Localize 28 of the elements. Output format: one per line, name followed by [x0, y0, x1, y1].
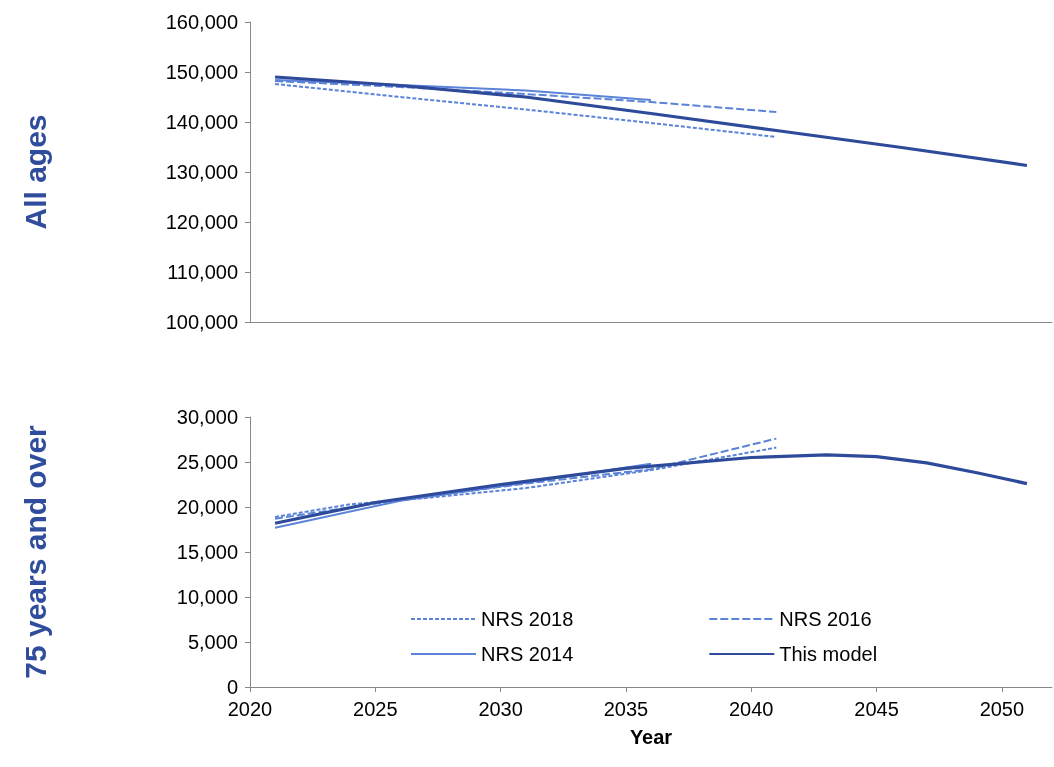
y-tick-label: 120,000 — [165, 211, 238, 233]
x-tick-label: 2020 — [227, 698, 273, 720]
y-tick-label: 0 — [226, 676, 238, 698]
y-tick-label: 100,000 — [165, 311, 238, 333]
y-tick-label: 160,000 — [165, 11, 238, 33]
y-tick-label: 20,000 — [176, 496, 238, 518]
x-tick-label: 2035 — [603, 698, 649, 720]
legend-label: NRS 2016 — [779, 608, 872, 630]
legend-label: NRS 2018 — [481, 608, 574, 630]
x-axis-title: Year — [629, 726, 673, 748]
y-axis-title: All ages — [18, 114, 52, 230]
x-tick-label: 2040 — [729, 698, 774, 720]
y-tick-label: 130,000 — [165, 161, 238, 183]
y-tick-label: 10,000 — [176, 586, 238, 608]
y-tick-label: 15,000 — [176, 541, 238, 563]
x-tick-label: 2050 — [979, 698, 1025, 720]
x-tick-label: 2030 — [478, 698, 523, 720]
legend-label: This model — [779, 643, 878, 665]
y-axis-title: 75 years and over — [18, 424, 52, 679]
x-tick-label: 2045 — [854, 698, 899, 720]
y-tick-label: 30,000 — [176, 406, 238, 428]
legend-label: NRS 2014 — [481, 643, 574, 665]
y-tick-label: 150,000 — [165, 61, 238, 83]
y-tick-label: 25,000 — [176, 451, 238, 473]
y-tick-label: 110,000 — [167, 261, 238, 283]
x-tick-label: 2025 — [353, 698, 398, 720]
y-tick-label: 5,000 — [187, 631, 238, 653]
y-tick-label: 140,000 — [165, 111, 238, 133]
